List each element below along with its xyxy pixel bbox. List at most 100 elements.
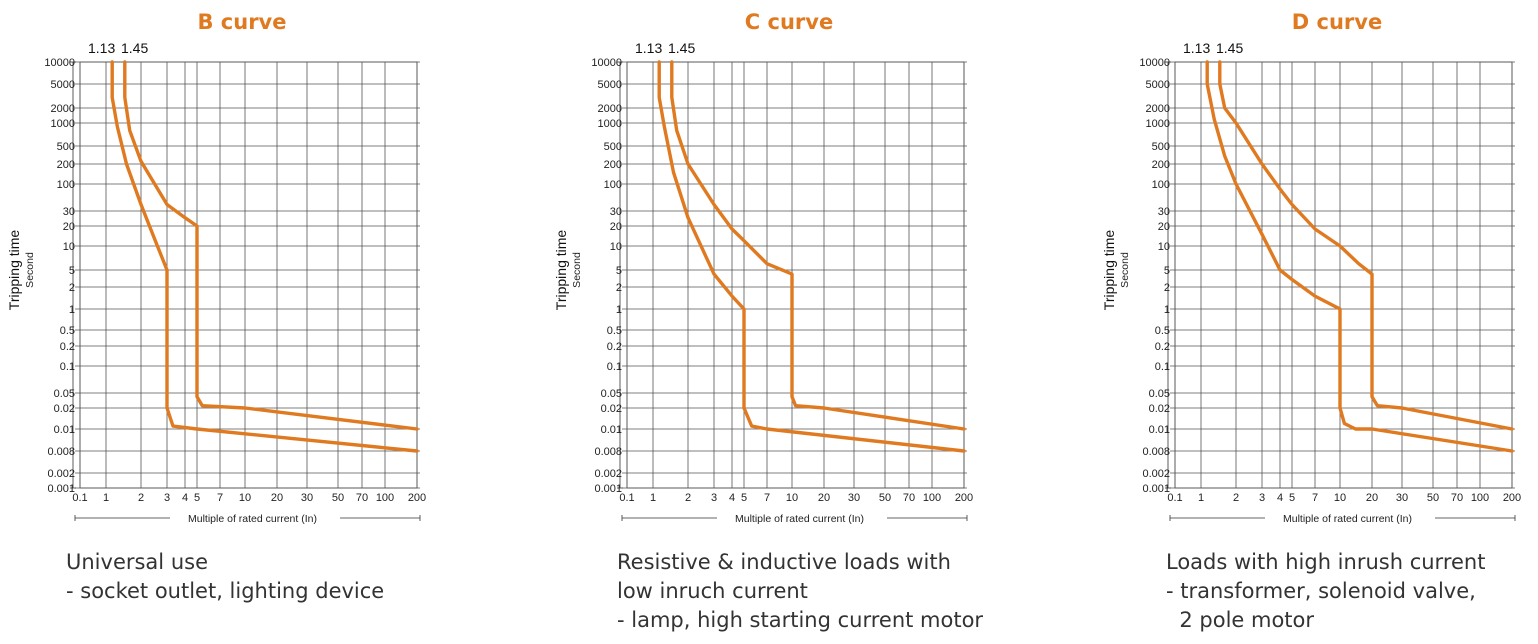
x-tick-label: 100 bbox=[923, 492, 941, 504]
x-tick-label: 30 bbox=[301, 492, 313, 504]
chart-title: C curve bbox=[745, 10, 833, 34]
description-line: low inruch current bbox=[617, 579, 808, 603]
x-tick-label: 3 bbox=[711, 492, 717, 504]
top-label: 1.13 bbox=[1183, 40, 1210, 56]
y-tick-label: 0.05 bbox=[1149, 388, 1170, 400]
y-tick-label: 10000 bbox=[1139, 57, 1170, 69]
y-tick-label: 0.1 bbox=[1155, 361, 1170, 373]
x-tick-label: 3 bbox=[1259, 492, 1265, 504]
panel-description: Universal use - socket outlet, lighting d… bbox=[66, 548, 384, 606]
y-tick-label: 20 bbox=[1158, 221, 1170, 233]
x-tick-label: 70 bbox=[903, 492, 915, 504]
x-tick-label: 7 bbox=[764, 492, 770, 504]
y-tick-label: 200 bbox=[1152, 159, 1170, 171]
y-tick-label: 1 bbox=[69, 304, 75, 316]
x-tick-label: 5 bbox=[194, 492, 200, 504]
x-tick-label: 30 bbox=[848, 492, 860, 504]
top-label: 1.45 bbox=[121, 40, 148, 56]
y-tick-label: 5 bbox=[616, 265, 622, 277]
y-tick-label: 2 bbox=[616, 282, 622, 294]
top-label: 1.13 bbox=[88, 40, 115, 56]
y-tick-label: 0.1 bbox=[607, 361, 622, 373]
top-label: 1.45 bbox=[1216, 40, 1243, 56]
description-line: Resistive & inductive loads with bbox=[617, 550, 951, 574]
x-tick-label: 2 bbox=[1233, 492, 1239, 504]
description-line: Universal use bbox=[66, 550, 208, 574]
y-tick-label: 500 bbox=[604, 141, 622, 153]
y-tick-label: 1000 bbox=[598, 118, 622, 130]
y-tick-label: 0.05 bbox=[54, 388, 75, 400]
y-tick-label: 1 bbox=[1164, 304, 1170, 316]
plot-frame bbox=[626, 61, 965, 489]
plot-frame bbox=[1174, 61, 1513, 489]
y-tick-label: 0.05 bbox=[601, 388, 622, 400]
panel-description: Resistive & inductive loads with low inru… bbox=[617, 548, 983, 635]
x-tick-label: 20 bbox=[1366, 492, 1378, 504]
description-line: - lamp, high starting current motor bbox=[617, 608, 984, 632]
y-tick-label: 5000 bbox=[598, 79, 622, 91]
y-tick-label: 2000 bbox=[598, 103, 622, 115]
y-tick-label: 2 bbox=[1164, 282, 1170, 294]
x-tick-label: 3 bbox=[164, 492, 170, 504]
y-tick-label: 0.01 bbox=[1149, 424, 1170, 436]
y-tick-label: 5000 bbox=[1146, 79, 1170, 91]
x-tick-label: 2 bbox=[685, 492, 691, 504]
y-axis-unit: Second bbox=[1119, 252, 1131, 288]
y-tick-label: 10 bbox=[610, 241, 622, 253]
y-tick-label: 0.01 bbox=[601, 424, 622, 436]
y-tick-label: 0.1 bbox=[60, 361, 75, 373]
y-axis-label: Tripping time bbox=[1101, 230, 1117, 311]
plot-frame bbox=[79, 61, 418, 489]
curve-line-lower bbox=[1205, 60, 1514, 453]
top-label: 1.45 bbox=[668, 40, 695, 56]
y-tick-label: 30 bbox=[1158, 206, 1170, 218]
x-tick-label: 100 bbox=[1471, 492, 1489, 504]
x-tick-label: 5 bbox=[741, 492, 747, 504]
x-tick-label: 0.1 bbox=[619, 492, 634, 504]
y-axis-unit: Second bbox=[24, 252, 36, 288]
x-tick-label: 50 bbox=[879, 492, 891, 504]
y-tick-label: 100 bbox=[604, 179, 622, 191]
x-tick-label: 1 bbox=[650, 492, 656, 504]
y-tick-label: 10000 bbox=[44, 57, 75, 69]
y-tick-label: 2000 bbox=[1146, 103, 1170, 115]
y-tick-label: 5 bbox=[69, 265, 75, 277]
y-tick-label: 500 bbox=[57, 141, 75, 153]
y-tick-label: 1 bbox=[616, 304, 622, 316]
y-tick-label: 100 bbox=[57, 179, 75, 191]
x-tick-label: 20 bbox=[818, 492, 830, 504]
panel-description: Loads with high inrush current - transfor… bbox=[1166, 548, 1485, 635]
y-tick-label: 0.001 bbox=[1142, 483, 1170, 495]
y-tick-label: 0.002 bbox=[594, 468, 622, 480]
y-tick-label: 1000 bbox=[1146, 118, 1170, 130]
x-axis-label-bg bbox=[717, 511, 887, 525]
x-tick-label: 4 bbox=[1277, 492, 1283, 504]
y-tick-label: 10000 bbox=[591, 57, 622, 69]
y-tick-label: 0.2 bbox=[60, 341, 75, 353]
description-line: Loads with high inrush current bbox=[1166, 550, 1486, 574]
x-tick-label: 7 bbox=[217, 492, 223, 504]
description-line: - transformer, solenoid valve, bbox=[1166, 579, 1476, 603]
y-tick-label: 500 bbox=[1152, 141, 1170, 153]
chart-title: D curve bbox=[1292, 10, 1382, 34]
y-axis-label: Tripping time bbox=[553, 230, 569, 311]
x-tick-label: 70 bbox=[356, 492, 368, 504]
x-tick-label: 10 bbox=[1334, 492, 1346, 504]
x-tick-label: 10 bbox=[786, 492, 798, 504]
y-tick-label: 100 bbox=[1152, 179, 1170, 191]
y-tick-label: 10 bbox=[63, 241, 75, 253]
x-tick-label: 4 bbox=[729, 492, 735, 504]
description-line: 2 pole motor bbox=[1166, 608, 1315, 632]
description-line: - socket outlet, lighting device bbox=[66, 579, 385, 603]
x-tick-label: 5 bbox=[1289, 492, 1295, 504]
x-tick-label: 200 bbox=[408, 492, 426, 504]
x-tick-label: 30 bbox=[1396, 492, 1408, 504]
y-tick-label: 0.02 bbox=[54, 403, 75, 415]
x-axis-label-bg bbox=[170, 511, 340, 525]
y-tick-label: 0.008 bbox=[594, 446, 622, 458]
x-tick-label: 0.1 bbox=[1167, 492, 1182, 504]
curve-line-lower bbox=[110, 60, 419, 453]
y-tick-label: 20 bbox=[610, 221, 622, 233]
